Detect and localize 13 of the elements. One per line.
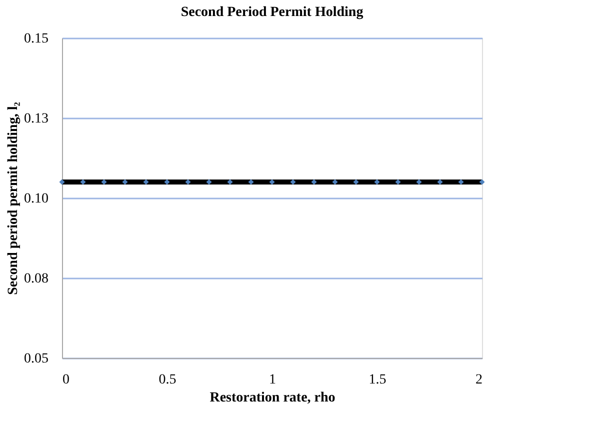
y-tick-label: 0.13 [24, 112, 48, 126]
x-tick-label: 0.5 [158, 372, 176, 388]
y-tick-label: 0.05 [24, 352, 48, 366]
y-tick-label: 0.15 [24, 32, 48, 46]
y-axis-title: Second period permit holding, l₂ [6, 102, 21, 295]
x-tick-label: 1.5 [368, 372, 386, 388]
y-tick-label: 0.08 [24, 272, 48, 286]
x-axis-title: Restoration rate, rho [210, 390, 336, 406]
x-tick-label: 2 [476, 372, 482, 388]
x-tick-label: 0 [62, 372, 70, 388]
chart-title: Second Period Permit Holding [180, 5, 364, 20]
x-tick-label: 1 [269, 372, 276, 388]
y-tick-label: 0.10 [24, 192, 48, 206]
